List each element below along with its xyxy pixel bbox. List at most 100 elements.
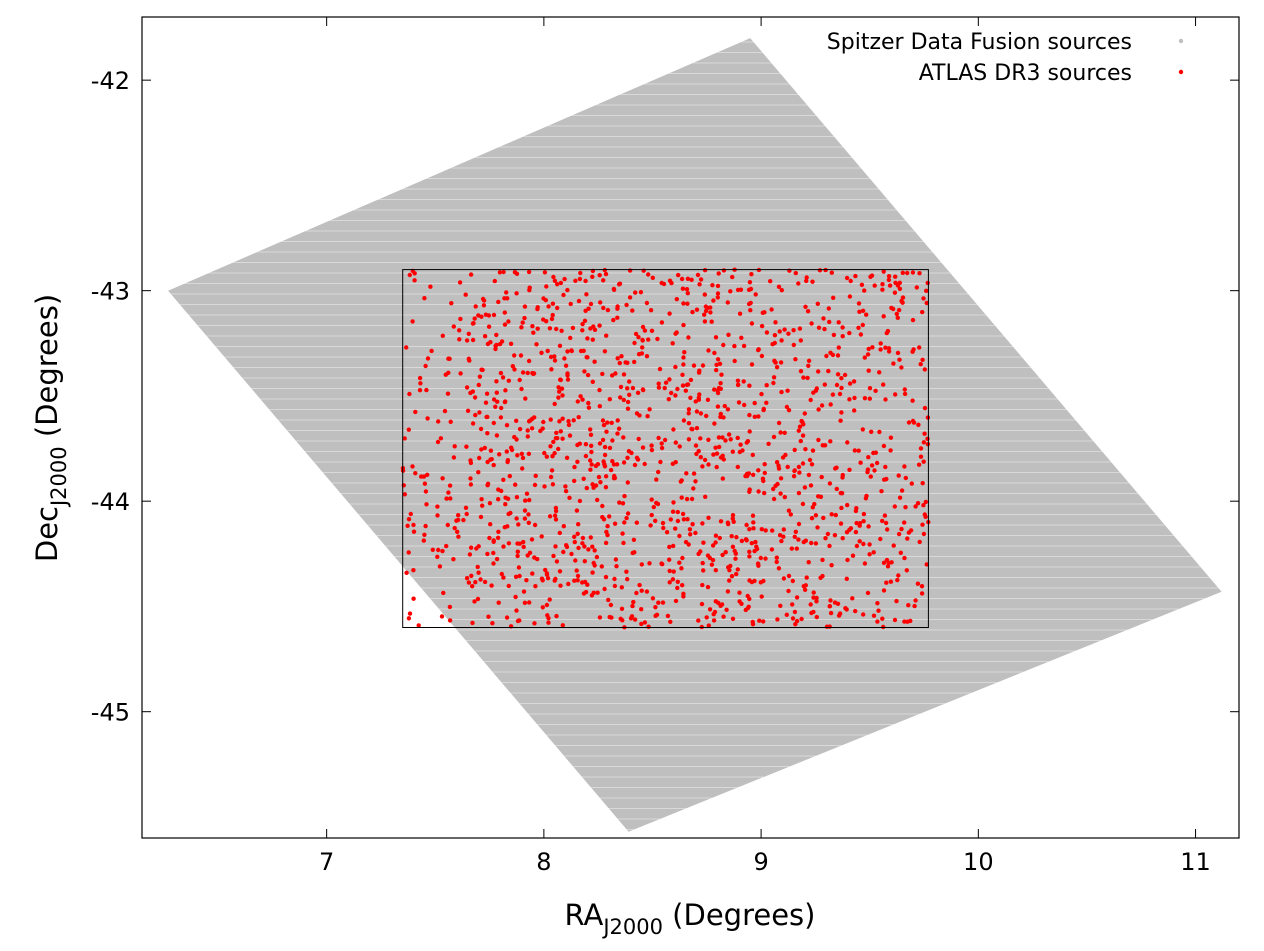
- data-point-atlas: [785, 464, 790, 470]
- data-point-atlas: [886, 277, 892, 283]
- data-point-atlas: [694, 426, 700, 431]
- data-point-atlas: [627, 392, 632, 397]
- data-point-atlas: [548, 354, 554, 360]
- data-point-atlas: [894, 598, 899, 604]
- data-point-atlas: [835, 601, 841, 606]
- data-point-atlas: [835, 353, 841, 358]
- data-point-atlas: [924, 300, 929, 306]
- data-point-atlas: [896, 531, 902, 537]
- data-point-atlas: [616, 426, 622, 431]
- data-point-atlas: [705, 584, 711, 590]
- data-point-atlas: [435, 439, 441, 445]
- data-point-atlas: [561, 549, 566, 555]
- data-point-atlas: [446, 370, 451, 375]
- data-point-atlas: [804, 278, 809, 284]
- data-point-atlas: [456, 534, 461, 539]
- data-point-atlas: [848, 278, 853, 284]
- data-point-atlas: [531, 371, 536, 377]
- data-point-atlas: [559, 386, 565, 391]
- data-point-atlas: [774, 555, 779, 560]
- data-point-atlas: [561, 524, 566, 529]
- data-point-atlas: [747, 489, 752, 494]
- data-point-atlas: [440, 548, 445, 554]
- data-point-atlas: [545, 576, 551, 581]
- data-point-atlas: [561, 292, 566, 298]
- x-tick-label: 10: [963, 848, 994, 876]
- data-point-atlas: [764, 330, 770, 335]
- data-point-atlas: [472, 599, 477, 604]
- data-point-atlas: [734, 571, 739, 577]
- data-point-atlas: [444, 496, 449, 501]
- data-point-atlas: [814, 595, 819, 601]
- data-point-atlas: [751, 472, 756, 477]
- data-point-atlas: [793, 357, 798, 362]
- data-point-atlas: [675, 585, 680, 591]
- data-point-atlas: [416, 623, 421, 628]
- data-point-atlas: [586, 547, 591, 552]
- data-point-atlas: [861, 511, 867, 517]
- data-point-atlas: [529, 537, 535, 542]
- data-point-atlas: [493, 404, 498, 409]
- data-point-atlas: [910, 398, 915, 403]
- data-point-atlas: [605, 420, 610, 425]
- data-point-atlas: [588, 427, 593, 432]
- data-point-atlas: [557, 389, 562, 394]
- data-point-atlas: [680, 555, 685, 561]
- data-point-atlas: [485, 551, 490, 557]
- data-point-atlas: [902, 387, 907, 392]
- data-point-atlas: [563, 363, 569, 368]
- data-point-atlas: [435, 504, 440, 509]
- data-point-atlas: [916, 462, 922, 467]
- data-point-atlas: [858, 460, 863, 465]
- data-point-atlas: [770, 342, 775, 347]
- data-point-atlas: [476, 470, 481, 475]
- data-point-atlas: [671, 427, 676, 432]
- data-point-atlas: [838, 418, 843, 423]
- data-point-atlas: [828, 402, 833, 407]
- data-point-atlas: [792, 534, 797, 539]
- data-point-atlas: [423, 363, 428, 369]
- data-point-atlas: [721, 268, 727, 273]
- data-point-atlas: [691, 471, 697, 476]
- data-point-atlas: [566, 422, 572, 428]
- data-point-atlas: [513, 574, 519, 579]
- data-point-atlas: [464, 444, 469, 449]
- data-point-atlas: [410, 319, 415, 324]
- data-point-atlas: [650, 275, 655, 280]
- data-point-atlas: [698, 411, 704, 416]
- data-point-atlas: [653, 605, 658, 610]
- data-point-atlas: [447, 618, 453, 623]
- data-point-atlas: [862, 288, 867, 293]
- data-point-atlas: [665, 613, 671, 619]
- x-tick-label: 9: [753, 848, 768, 876]
- data-point-atlas: [555, 282, 560, 287]
- data-point-atlas: [742, 402, 747, 408]
- data-point-atlas: [573, 278, 578, 283]
- data-point-atlas: [496, 529, 501, 534]
- data-point-atlas: [886, 349, 892, 354]
- data-point-atlas: [921, 296, 926, 301]
- data-point-atlas: [840, 325, 845, 330]
- data-point-atlas: [620, 531, 625, 536]
- data-point-atlas: [465, 408, 471, 413]
- data-point-atlas: [680, 383, 686, 388]
- data-point-atlas: [799, 418, 804, 424]
- data-point-atlas: [606, 597, 611, 603]
- data-point-atlas: [836, 345, 841, 350]
- data-point-atlas: [707, 607, 713, 612]
- data-point-atlas: [512, 353, 517, 358]
- data-point-atlas: [522, 304, 528, 309]
- data-point-atlas: [517, 426, 523, 432]
- data-point-atlas: [639, 588, 644, 593]
- data-point-atlas: [728, 289, 733, 294]
- data-point-atlas: [741, 379, 746, 384]
- data-point-atlas: [779, 288, 784, 293]
- data-point-atlas: [603, 474, 609, 479]
- data-point-atlas: [583, 589, 589, 595]
- data-point-atlas: [881, 382, 886, 387]
- data-point-atlas: [723, 438, 728, 443]
- data-point-atlas: [559, 328, 564, 333]
- data-point-atlas: [867, 386, 873, 391]
- legend: Spitzer Data Fusion sources ATLAS DR3 so…: [827, 30, 1184, 86]
- data-point-atlas: [892, 504, 897, 509]
